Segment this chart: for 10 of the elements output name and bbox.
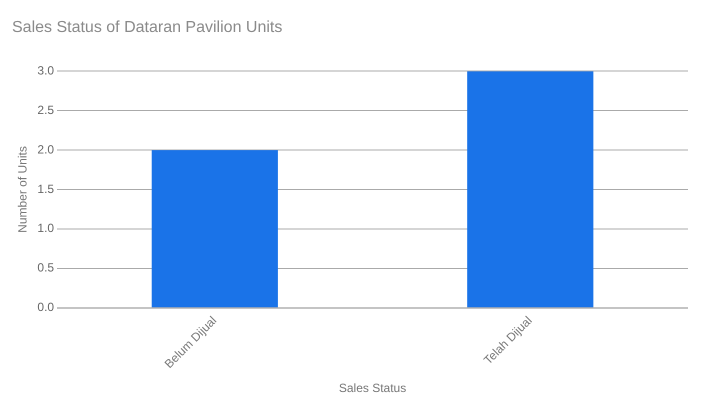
y-tick-label: 2.5	[37, 102, 54, 117]
y-tick-label: 2.0	[37, 142, 54, 156]
y-tick-label: 3.0	[37, 64, 54, 78]
y-tick-label: 0.0	[37, 300, 54, 314]
y-axis-title: Number of Units	[16, 146, 30, 233]
y-tick-label: 1.0	[37, 221, 54, 236]
y-tick-label: 1.5	[37, 182, 54, 196]
x-axis-title: Sales Status	[338, 381, 406, 396]
y-tick-label: 0.5	[37, 260, 54, 275]
chart-title: Sales Status of Dataran Pavilion Units	[12, 19, 282, 36]
